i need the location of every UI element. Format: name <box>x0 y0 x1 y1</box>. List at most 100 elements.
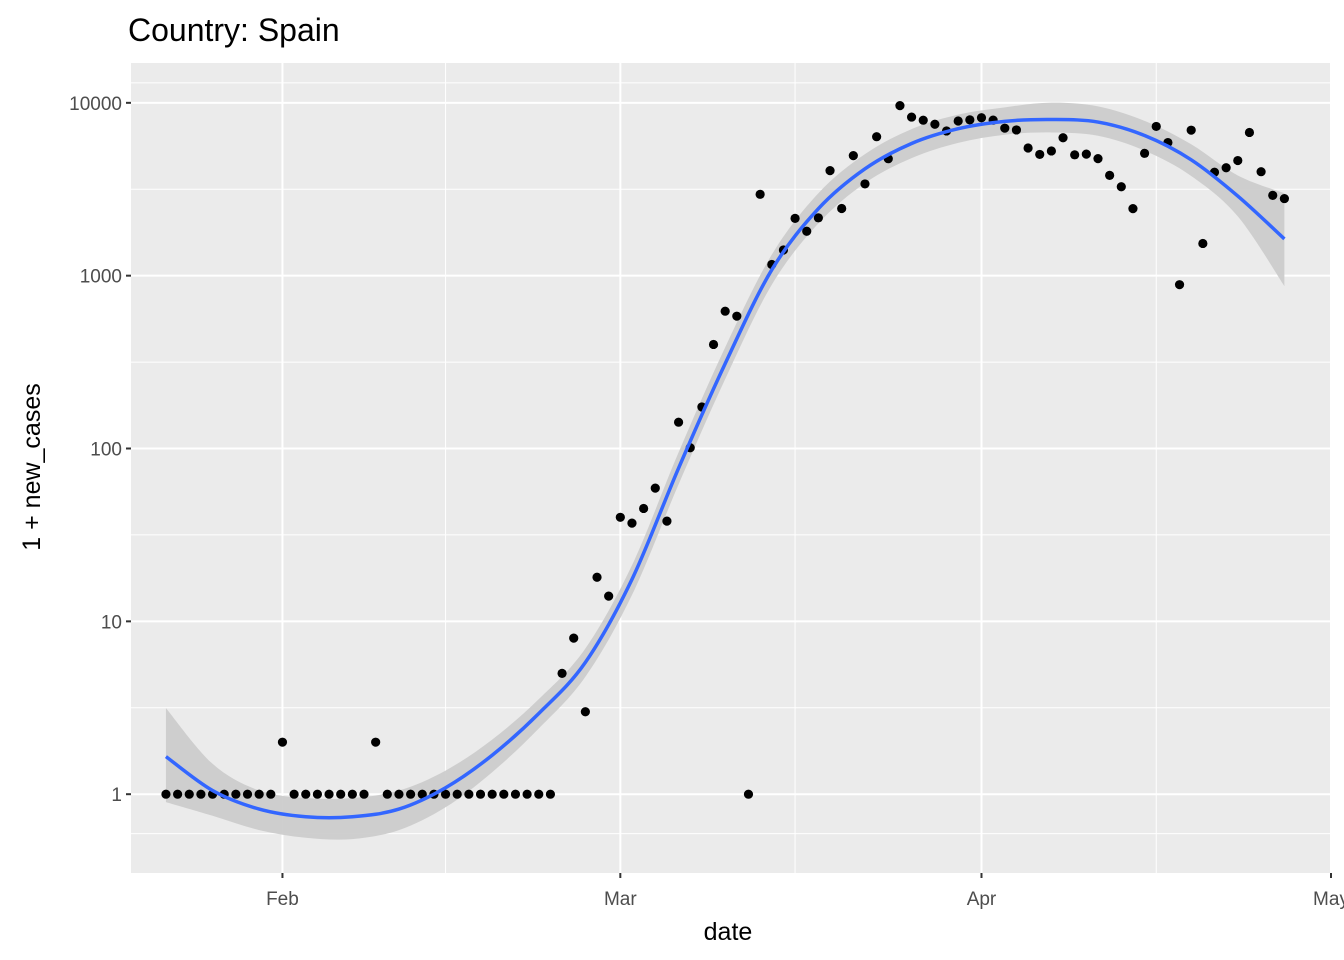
data-point <box>1105 170 1115 180</box>
data-point <box>1081 149 1091 159</box>
data-point <box>860 179 870 189</box>
data-point <box>324 789 334 799</box>
data-point <box>604 591 614 601</box>
data-point <box>1244 127 1255 138</box>
data-point <box>1046 146 1056 156</box>
data-point <box>266 789 276 799</box>
data-point <box>382 789 392 799</box>
data-point <box>440 789 451 799</box>
y-tick-label: 1 <box>111 785 122 806</box>
x-axis-label: date <box>704 918 753 946</box>
data-point <box>487 789 497 799</box>
data-point <box>1058 133 1068 143</box>
y-tick-label: 1000 <box>80 267 122 288</box>
data-point <box>743 789 754 799</box>
data-point <box>499 789 509 799</box>
data-point <box>173 789 183 799</box>
data-point <box>312 789 323 799</box>
data-point <box>464 789 474 799</box>
data-point <box>1174 280 1185 290</box>
data-point <box>1256 167 1266 177</box>
data-point <box>872 132 882 142</box>
data-point <box>965 115 975 125</box>
data-point <box>650 483 660 493</box>
data-point <box>662 516 672 526</box>
y-tick-label: 100 <box>90 440 122 461</box>
data-point <box>930 119 940 129</box>
data-point <box>534 789 544 799</box>
y-tick-label: 10000 <box>69 94 122 115</box>
data-point <box>242 789 253 799</box>
data-point <box>406 789 416 799</box>
data-point <box>301 789 311 799</box>
chart-title: Country: Spain <box>128 12 340 48</box>
data-point <box>347 789 357 799</box>
data-point <box>1128 204 1138 214</box>
x-tick-label: May <box>1313 889 1344 910</box>
x-tick-label: Feb <box>266 889 299 910</box>
data-point <box>615 512 625 522</box>
data-point <box>1151 121 1161 132</box>
data-point <box>1279 193 1289 204</box>
data-point <box>708 339 719 350</box>
data-point <box>569 633 579 643</box>
data-point <box>196 789 206 799</box>
y-axis-ticks: 1 10 100 1000 10000 <box>69 94 131 806</box>
data-point <box>1268 190 1278 200</box>
data-point <box>161 789 171 799</box>
data-point <box>1023 143 1033 153</box>
data-point <box>1093 154 1103 164</box>
data-point <box>837 203 847 214</box>
data-point <box>895 101 905 111</box>
x-axis-ticks: Feb Mar Apr May <box>266 873 1344 910</box>
data-point <box>336 789 346 799</box>
data-point <box>802 226 812 236</box>
data-point <box>732 311 742 321</box>
data-point <box>1221 163 1231 173</box>
x-tick-label: Apr <box>967 889 997 910</box>
y-tick-label: 10 <box>101 612 122 633</box>
data-point <box>277 737 288 747</box>
data-point <box>394 789 404 799</box>
data-point <box>1035 149 1045 160</box>
data-point <box>639 503 649 514</box>
data-point <box>371 737 381 747</box>
x-tick-label: Mar <box>604 889 637 910</box>
data-point <box>918 115 928 125</box>
data-point <box>359 789 369 799</box>
data-point <box>557 668 567 678</box>
data-point <box>720 306 730 316</box>
data-point <box>848 151 858 161</box>
smooth-trend-line <box>164 117 1286 820</box>
data-point <box>1070 150 1080 160</box>
data-point <box>231 789 241 799</box>
major-gridlines <box>131 63 1332 873</box>
data-point <box>184 789 194 799</box>
y-axis-label: 1 + new_cases <box>18 383 46 550</box>
data-point <box>755 189 765 199</box>
data-point <box>1186 125 1196 135</box>
data-point <box>289 789 299 799</box>
data-point <box>627 518 637 528</box>
data-point <box>1116 182 1126 192</box>
data-point <box>1233 155 1243 166</box>
data-point <box>1198 238 1208 249</box>
data-point <box>1139 148 1150 158</box>
data-point <box>545 789 556 799</box>
data-point <box>953 116 963 126</box>
data-point <box>906 112 917 122</box>
data-point <box>475 789 486 799</box>
data-point <box>1011 125 1022 135</box>
data-point <box>522 789 532 799</box>
data-point <box>254 789 264 799</box>
data-point <box>1000 123 1010 133</box>
data-point <box>976 113 987 123</box>
data-point <box>825 166 835 176</box>
data-point <box>813 213 823 223</box>
data-point <box>452 789 462 799</box>
data-point <box>580 707 590 717</box>
data-point <box>417 789 427 799</box>
data-point <box>510 789 521 799</box>
data-point <box>673 417 684 427</box>
